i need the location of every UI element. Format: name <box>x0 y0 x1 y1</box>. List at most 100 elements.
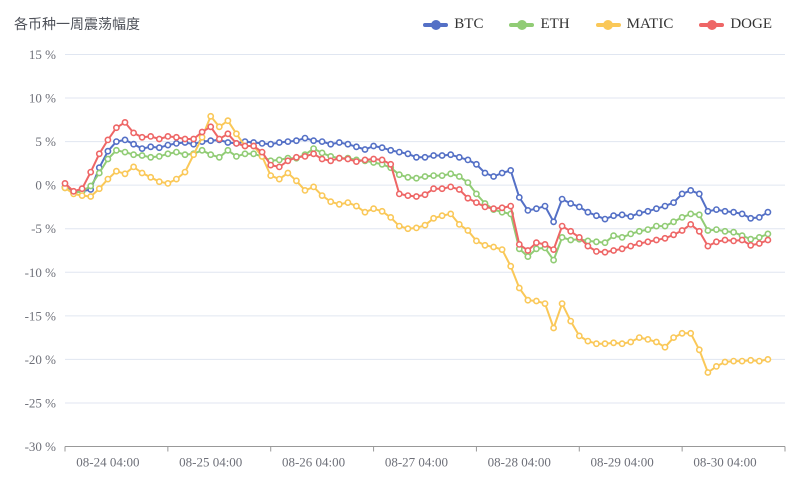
data-point-doge[interactable] <box>267 161 275 169</box>
data-point-matic[interactable] <box>344 199 352 206</box>
data-point-doge[interactable] <box>738 236 746 244</box>
legend-item-matic[interactable]: MATIC <box>595 16 673 33</box>
data-point-doge[interactable] <box>730 237 737 245</box>
data-point-doge[interactable] <box>533 239 540 247</box>
data-point-doge[interactable] <box>507 202 515 210</box>
data-point-matic[interactable] <box>730 357 737 365</box>
data-point-btc[interactable] <box>755 213 763 221</box>
data-point-matic[interactable] <box>558 300 566 307</box>
data-point-matic[interactable] <box>661 343 669 351</box>
data-point-eth[interactable] <box>147 153 155 161</box>
data-point-btc[interactable] <box>352 143 360 151</box>
data-point-matic[interactable] <box>515 284 523 292</box>
data-point-doge[interactable] <box>310 150 317 158</box>
data-point-eth[interactable] <box>113 146 120 154</box>
data-point-btc[interactable] <box>610 212 617 220</box>
data-point-btc[interactable] <box>618 211 626 219</box>
data-point-eth[interactable] <box>198 146 206 154</box>
data-point-matic[interactable] <box>430 214 437 222</box>
data-point-eth[interactable] <box>464 179 472 186</box>
data-point-btc[interactable] <box>412 153 420 161</box>
data-point-doge[interactable] <box>438 185 446 193</box>
data-point-matic[interactable] <box>335 200 343 208</box>
data-point-btc[interactable] <box>130 140 137 148</box>
data-point-matic[interactable] <box>550 324 557 332</box>
data-point-doge[interactable] <box>284 157 292 165</box>
data-point-matic[interactable] <box>284 169 292 177</box>
data-point-matic[interactable] <box>670 334 677 341</box>
data-point-btc[interactable] <box>301 134 309 142</box>
data-point-btc[interactable] <box>687 186 695 194</box>
data-point-matic[interactable] <box>533 297 540 305</box>
data-point-doge[interactable] <box>318 155 326 163</box>
data-point-doge[interactable] <box>121 119 129 126</box>
data-point-doge[interactable] <box>147 132 155 140</box>
data-point-matic[interactable] <box>224 117 232 125</box>
data-point-doge[interactable] <box>610 247 617 254</box>
data-point-matic[interactable] <box>721 358 729 366</box>
data-point-doge[interactable] <box>695 227 703 235</box>
data-point-eth[interactable] <box>138 152 146 159</box>
data-point-eth[interactable] <box>644 226 652 233</box>
data-point-doge[interactable] <box>747 241 755 249</box>
data-point-eth[interactable] <box>713 226 720 233</box>
data-point-btc[interactable] <box>730 208 737 216</box>
data-point-matic[interactable] <box>172 175 180 183</box>
data-point-eth[interactable] <box>670 218 677 226</box>
data-point-btc[interactable] <box>438 152 446 159</box>
data-point-doge[interactable] <box>378 156 386 164</box>
data-point-doge[interactable] <box>370 155 377 163</box>
data-point-matic[interactable] <box>421 221 429 229</box>
data-point-btc[interactable] <box>644 207 652 215</box>
data-point-doge[interactable] <box>618 245 626 253</box>
data-point-matic[interactable] <box>78 192 86 199</box>
data-point-matic[interactable] <box>653 338 660 346</box>
legend-item-eth[interactable]: ETH <box>509 16 570 33</box>
data-point-eth[interactable] <box>215 153 223 161</box>
data-point-btc[interactable] <box>370 142 377 150</box>
data-point-matic[interactable] <box>610 339 617 347</box>
series-matic[interactable] <box>61 112 772 376</box>
data-point-btc[interactable] <box>524 206 532 214</box>
data-point-matic[interactable] <box>618 340 626 348</box>
data-point-doge[interactable] <box>661 234 669 242</box>
data-point-matic[interactable] <box>327 198 335 206</box>
data-point-doge[interactable] <box>755 240 763 247</box>
data-point-eth[interactable] <box>130 151 137 159</box>
data-point-eth[interactable] <box>250 150 257 158</box>
data-point-matic[interactable] <box>87 193 95 200</box>
data-point-btc[interactable] <box>327 140 335 148</box>
data-point-btc[interactable] <box>635 209 643 217</box>
data-point-eth[interactable] <box>87 182 95 190</box>
data-point-doge[interactable] <box>172 133 180 141</box>
data-point-doge[interactable] <box>653 236 660 244</box>
data-point-doge[interactable] <box>430 185 437 193</box>
data-point-eth[interactable] <box>567 236 575 244</box>
data-point-eth[interactable] <box>550 256 557 264</box>
data-point-eth[interactable] <box>627 230 635 238</box>
data-point-matic[interactable] <box>310 183 317 191</box>
data-point-btc[interactable] <box>678 190 686 198</box>
data-point-doge[interactable] <box>198 128 206 136</box>
data-point-btc[interactable] <box>164 141 172 149</box>
data-point-btc[interactable] <box>138 145 146 152</box>
data-point-doge[interactable] <box>447 183 455 191</box>
data-point-btc[interactable] <box>515 193 523 201</box>
data-point-eth[interactable] <box>601 239 609 247</box>
data-point-matic[interactable] <box>644 335 652 343</box>
data-point-matic[interactable] <box>292 177 300 185</box>
data-point-btc[interactable] <box>344 140 352 148</box>
data-point-btc[interactable] <box>404 150 412 158</box>
data-point-matic[interactable] <box>472 237 480 245</box>
data-point-matic[interactable] <box>361 208 369 216</box>
data-point-btc[interactable] <box>507 166 515 174</box>
data-point-matic[interactable] <box>584 337 592 345</box>
data-point-matic[interactable] <box>198 133 206 141</box>
data-point-matic[interactable] <box>395 222 403 230</box>
data-point-eth[interactable] <box>412 174 420 182</box>
data-point-matic[interactable] <box>215 123 223 131</box>
data-point-doge[interactable] <box>541 240 549 248</box>
data-point-eth[interactable] <box>421 173 429 180</box>
data-point-eth[interactable] <box>404 173 412 181</box>
data-point-doge[interactable] <box>644 238 652 246</box>
